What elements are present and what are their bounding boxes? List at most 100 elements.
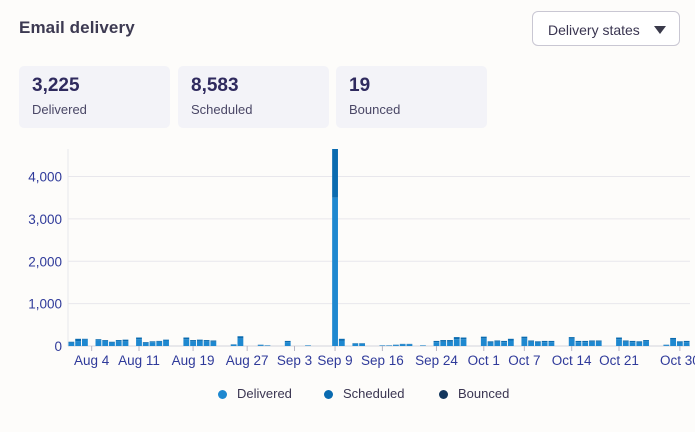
bar-scheduled bbox=[102, 340, 109, 341]
bar-scheduled bbox=[82, 338, 88, 340]
stat-value: 3,225 bbox=[32, 75, 80, 96]
bar-delivered bbox=[359, 343, 365, 346]
bar-scheduled bbox=[68, 341, 75, 343]
x-tick-label: Oct 14 bbox=[552, 353, 592, 368]
bar-delivered bbox=[399, 344, 406, 346]
bar-scheduled bbox=[95, 339, 102, 341]
bar-delivered bbox=[352, 343, 359, 346]
stat-label: Bounced bbox=[349, 102, 401, 117]
bar-delivered bbox=[460, 339, 467, 346]
x-tick-label: Aug 4 bbox=[74, 353, 110, 368]
bar-scheduled bbox=[589, 340, 595, 342]
bar-delivered bbox=[142, 343, 149, 346]
bar-delivered bbox=[82, 339, 88, 346]
bar-delivered bbox=[521, 338, 528, 346]
bar-delivered bbox=[575, 342, 582, 346]
bar-delivered bbox=[196, 340, 203, 346]
y-tick-label: 3,000 bbox=[28, 212, 62, 227]
bar-scheduled bbox=[149, 341, 156, 343]
bar-delivered bbox=[75, 341, 82, 346]
bar-scheduled bbox=[494, 340, 501, 342]
bar-delivered bbox=[338, 340, 345, 346]
y-axis: 0 1,000 2,000 3,000 4,000 bbox=[28, 170, 62, 354]
bar-delivered bbox=[163, 340, 169, 346]
delivery-states-dropdown[interactable]: Delivery states bbox=[532, 11, 680, 46]
bar-scheduled bbox=[440, 340, 447, 342]
bar-delivered bbox=[582, 342, 589, 346]
x-tick-label: Aug 19 bbox=[172, 353, 215, 368]
legend-label: Bounced bbox=[458, 386, 510, 401]
bar-delivered bbox=[230, 344, 237, 346]
bar-scheduled bbox=[636, 341, 643, 343]
bar-scheduled bbox=[622, 340, 629, 342]
stat-card-bounced: 19 Bounced bbox=[336, 66, 487, 128]
bar-scheduled bbox=[359, 343, 365, 344]
stat-value: 8,583 bbox=[191, 75, 239, 96]
legend-dot-icon bbox=[439, 390, 448, 399]
bar-delivered bbox=[528, 341, 535, 346]
stat-card-scheduled: 8,583 Scheduled bbox=[178, 66, 329, 128]
bar-delivered bbox=[95, 340, 102, 346]
bar-scheduled bbox=[447, 340, 453, 342]
bar-scheduled bbox=[507, 338, 514, 341]
bar-scheduled bbox=[237, 336, 244, 339]
bar-delivered bbox=[115, 341, 122, 346]
bar-delivered bbox=[284, 342, 291, 346]
bar-scheduled bbox=[568, 337, 575, 339]
x-tick-label: Oct 7 bbox=[508, 353, 540, 368]
bar-delivered bbox=[501, 342, 507, 346]
bar-scheduled bbox=[541, 340, 548, 343]
bar-delivered bbox=[102, 340, 109, 346]
bar-scheduled bbox=[616, 337, 622, 340]
legend-label: Delivered bbox=[237, 386, 292, 401]
y-tick-label: 2,000 bbox=[28, 254, 62, 269]
bar-scheduled bbox=[683, 340, 690, 343]
bar-scheduled bbox=[595, 340, 602, 342]
legend-label: Scheduled bbox=[343, 386, 405, 401]
bar-scheduled bbox=[203, 340, 210, 342]
x-tick-label: Oct 30 bbox=[660, 353, 695, 368]
bars bbox=[68, 149, 690, 346]
x-tick-label: Sep 9 bbox=[317, 353, 352, 368]
y-tick-label: 4,000 bbox=[28, 170, 62, 185]
bar-delivered bbox=[190, 341, 196, 346]
bar-scheduled bbox=[501, 340, 507, 343]
bar-scheduled bbox=[487, 341, 494, 343]
x-tick-label: Aug 27 bbox=[226, 353, 269, 368]
stat-label: Delivered bbox=[32, 102, 87, 117]
bar-delivered bbox=[622, 341, 629, 346]
bar-delivered bbox=[507, 340, 514, 346]
bar-scheduled bbox=[534, 341, 541, 343]
bar-scheduled bbox=[75, 338, 82, 342]
x-axis: Aug 4 Aug 11 Aug 19 Aug 27 Sep 3 Sep 9 Sep 16 S… bbox=[74, 346, 695, 368]
bar-delivered bbox=[440, 341, 447, 346]
bar-scheduled bbox=[528, 340, 535, 342]
bar-scheduled bbox=[670, 337, 676, 340]
grid-lines bbox=[67, 149, 690, 347]
bar-delivered bbox=[122, 341, 129, 346]
bar-delivered bbox=[494, 341, 501, 346]
bar-scheduled bbox=[284, 340, 291, 343]
x-tick-label: Sep 16 bbox=[361, 353, 404, 368]
bar-scheduled bbox=[332, 149, 338, 198]
bar-scheduled bbox=[676, 341, 683, 343]
bar-scheduled bbox=[453, 337, 460, 340]
bar-delivered bbox=[636, 342, 643, 346]
x-tick-label: Sep 3 bbox=[277, 353, 312, 368]
bar-scheduled bbox=[136, 337, 142, 340]
bar-delivered bbox=[589, 341, 595, 346]
bar-delivered bbox=[683, 342, 690, 346]
chart-title: Email delivery bbox=[19, 18, 135, 37]
bar-delivered bbox=[156, 341, 163, 346]
bar-scheduled bbox=[122, 339, 129, 342]
stat-card-delivered: 3,225 Delivered bbox=[19, 66, 170, 128]
bar-scheduled bbox=[210, 340, 217, 342]
bar-scheduled bbox=[196, 339, 203, 341]
bar-delivered bbox=[136, 339, 142, 346]
bar-scheduled bbox=[142, 342, 149, 344]
bar-scheduled bbox=[115, 340, 122, 342]
legend-dot-icon bbox=[218, 390, 227, 399]
bar-scheduled bbox=[521, 336, 528, 339]
bar-delivered bbox=[453, 339, 460, 346]
bar-delivered bbox=[480, 338, 487, 346]
